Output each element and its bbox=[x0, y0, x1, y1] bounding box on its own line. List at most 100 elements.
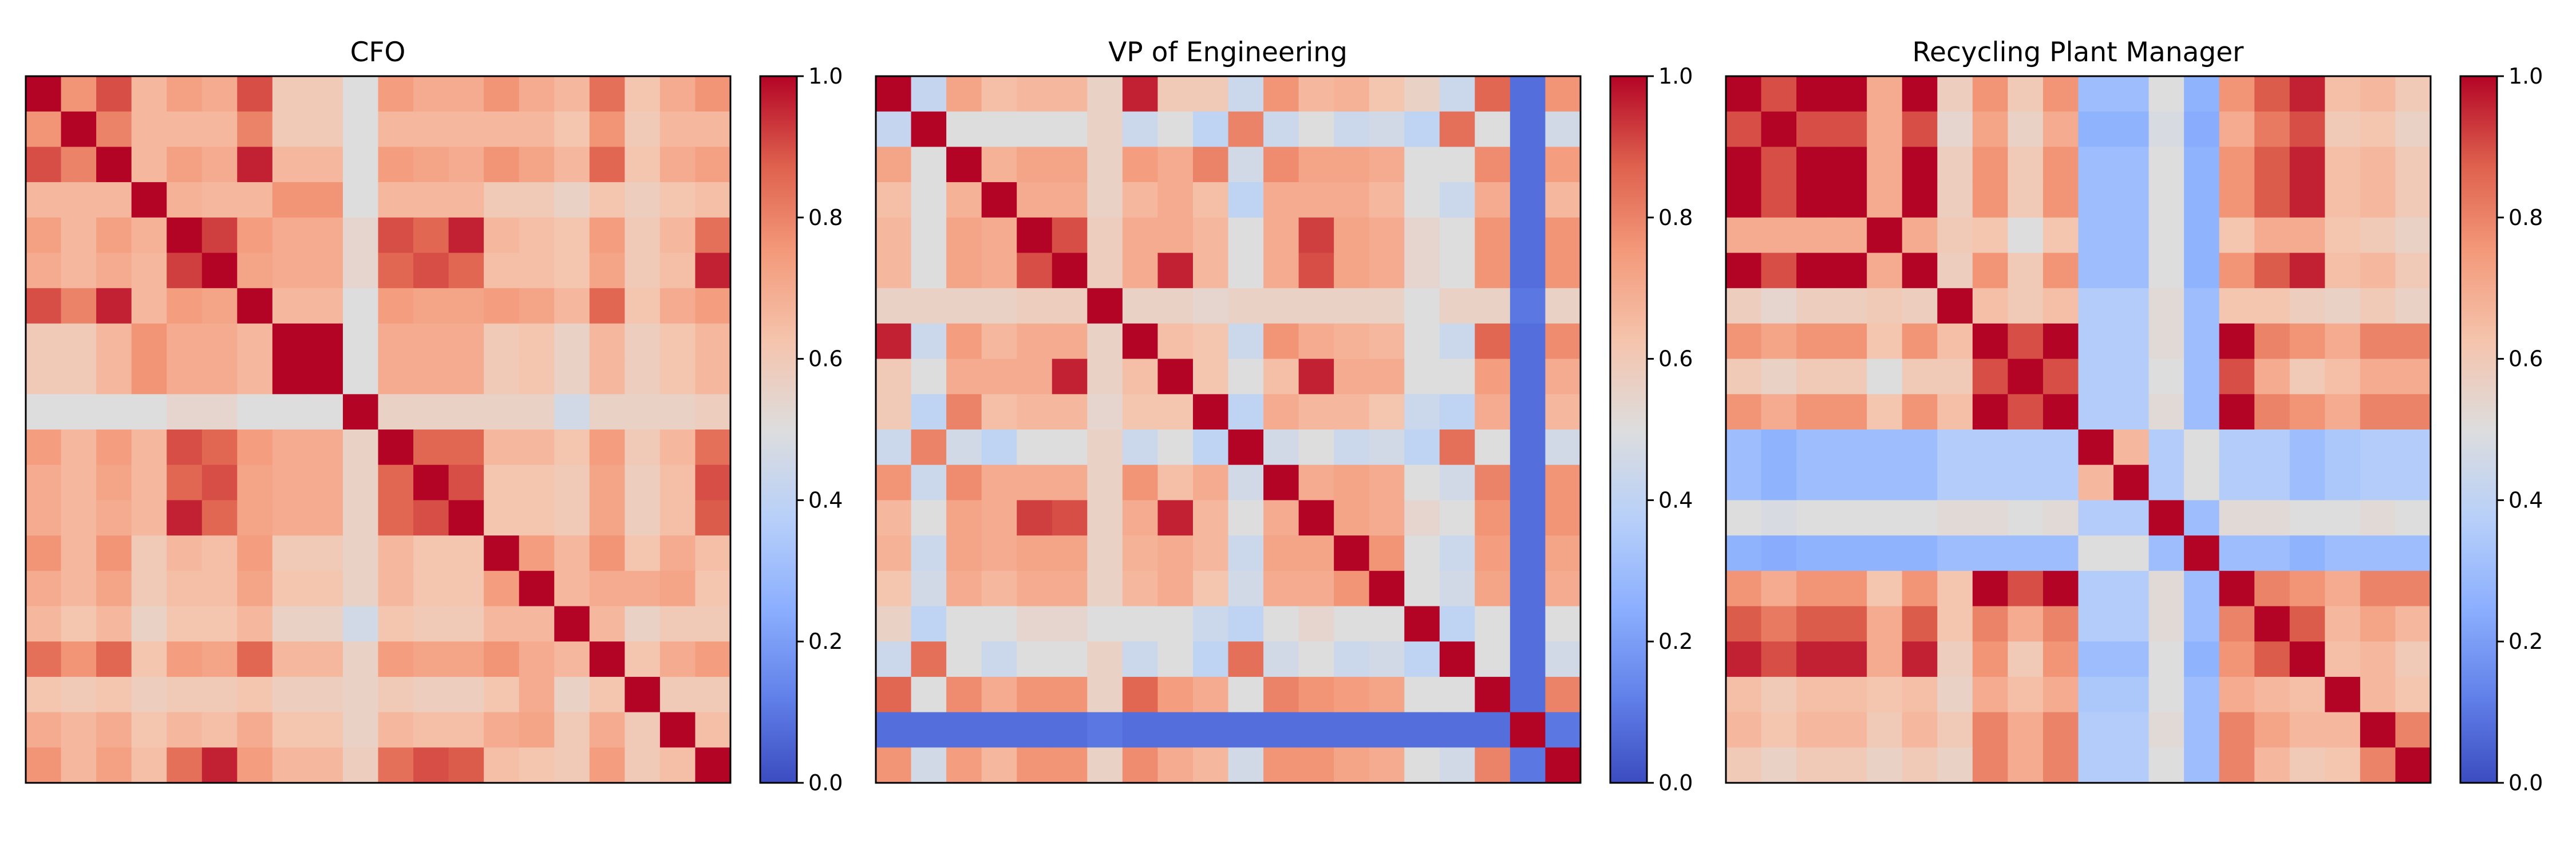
heatmap-cell bbox=[2395, 570, 2431, 607]
heatmap-cell bbox=[1052, 147, 1088, 183]
heatmap-cell bbox=[413, 641, 449, 677]
panel-cfo: CFO 0.0 0.2 0.4 0.6 0.8 1.0 bbox=[25, 37, 843, 795]
heatmap-cell bbox=[202, 217, 238, 254]
heatmap-cell bbox=[2078, 288, 2114, 324]
heatmap-cell bbox=[2254, 147, 2290, 183]
heatmap-cell bbox=[876, 288, 912, 324]
heatmap-cell bbox=[1937, 288, 1973, 324]
heatmap-cell bbox=[2289, 217, 2325, 254]
heatmap-cell bbox=[695, 76, 731, 112]
heatmap-cell bbox=[2042, 253, 2079, 289]
heatmap-cell bbox=[554, 676, 590, 713]
heatmap-cell bbox=[1122, 394, 1158, 430]
heatmap-cell bbox=[448, 111, 484, 147]
heatmap-cell bbox=[96, 606, 132, 642]
heatmap-cell bbox=[1334, 430, 1370, 466]
heatmap-cell bbox=[2360, 641, 2396, 677]
heatmap-cell bbox=[1475, 747, 1511, 783]
heatmap-cell bbox=[131, 358, 167, 395]
heatmap-cell bbox=[1972, 712, 2008, 748]
heatmap-cell bbox=[2113, 394, 2150, 430]
heatmap-cell bbox=[1726, 182, 1762, 218]
heatmap-cell bbox=[413, 253, 449, 289]
heatmap-cell bbox=[167, 323, 203, 360]
heatmap-cell bbox=[307, 430, 343, 466]
heatmap-cell bbox=[1937, 464, 1973, 501]
heatmap-cell bbox=[1545, 111, 1581, 147]
heatmap-cell bbox=[307, 111, 343, 147]
heatmap-cell bbox=[1902, 747, 1938, 783]
heatmap-cell bbox=[2184, 147, 2220, 183]
heatmap-cell bbox=[2219, 500, 2255, 536]
heatmap-cell bbox=[2042, 712, 2079, 748]
heatmap-cell bbox=[1087, 182, 1123, 218]
heatmap-cell bbox=[1475, 147, 1511, 183]
heatmap-cell bbox=[1902, 76, 1938, 112]
heatmap-cell bbox=[1831, 430, 1867, 466]
heatmap-cell bbox=[659, 747, 696, 783]
heatmap-cell bbox=[2008, 358, 2044, 395]
heatmap-cell bbox=[659, 712, 696, 748]
heatmap-cell bbox=[237, 217, 273, 254]
heatmap-cell bbox=[946, 253, 982, 289]
heatmap-cell bbox=[378, 253, 414, 289]
heatmap-cell bbox=[2219, 217, 2255, 254]
heatmap-cell bbox=[1157, 712, 1194, 748]
heatmap-cell bbox=[2148, 606, 2184, 642]
heatmap-cell bbox=[876, 253, 912, 289]
heatmap-cell bbox=[2113, 147, 2150, 183]
heatmap-cell bbox=[1157, 464, 1194, 501]
heatmap-cell bbox=[484, 111, 520, 147]
heatmap-cell bbox=[448, 606, 484, 642]
heatmap-cell bbox=[1017, 288, 1053, 324]
heatmap-cell bbox=[1263, 606, 1299, 642]
colorbar-tick-label: 0.6 bbox=[1658, 346, 1693, 372]
heatmap-cell bbox=[1867, 147, 1903, 183]
colorbar-tick-label: 0.4 bbox=[2508, 487, 2543, 513]
heatmap-cell bbox=[1017, 641, 1053, 677]
heatmap-cell bbox=[695, 430, 731, 466]
heatmap-cell bbox=[1545, 182, 1581, 218]
heatmap-cell bbox=[2113, 641, 2150, 677]
heatmap-cell bbox=[1545, 288, 1581, 324]
heatmap-cell bbox=[378, 535, 414, 572]
heatmap-cell bbox=[1475, 288, 1511, 324]
heatmap-cell bbox=[1439, 641, 1475, 677]
heatmap-cell bbox=[1475, 535, 1511, 572]
heatmap-cell bbox=[659, 535, 696, 572]
heatmap-cell bbox=[167, 217, 203, 254]
heatmap-cell bbox=[1263, 500, 1299, 536]
heatmap-cell bbox=[413, 111, 449, 147]
heatmap-cell bbox=[2219, 676, 2255, 713]
heatmap-cell bbox=[946, 676, 982, 713]
heatmap-cell bbox=[272, 641, 308, 677]
heatmap-cell bbox=[26, 500, 62, 536]
heatmap-cell bbox=[272, 182, 308, 218]
heatmap-cell bbox=[1334, 358, 1370, 395]
heatmap-cell bbox=[1439, 464, 1475, 501]
heatmap-cell bbox=[554, 606, 590, 642]
heatmap-cell bbox=[61, 464, 97, 501]
heatmap-cell bbox=[1902, 323, 1938, 360]
heatmap-cell bbox=[1796, 288, 1832, 324]
heatmap-cell bbox=[307, 288, 343, 324]
heatmap-cell bbox=[2184, 712, 2220, 748]
heatmap-cell bbox=[1192, 570, 1229, 607]
heatmap-cell bbox=[1972, 217, 2008, 254]
heatmap-cell bbox=[1475, 323, 1511, 360]
heatmap-cell bbox=[1087, 76, 1123, 112]
heatmap-cell bbox=[272, 111, 308, 147]
heatmap-cell bbox=[2325, 676, 2361, 713]
heatmap-cell bbox=[1334, 535, 1370, 572]
heatmap-cell bbox=[2254, 641, 2290, 677]
heatmap-cell bbox=[1831, 323, 1867, 360]
colorbar-tick-label: 0.0 bbox=[2508, 770, 2543, 795]
heatmap-cell bbox=[2325, 430, 2361, 466]
heatmap-cell bbox=[1334, 464, 1370, 501]
heatmap-cell bbox=[2395, 323, 2431, 360]
heatmap-cell bbox=[1404, 323, 1440, 360]
heatmap-cell bbox=[946, 464, 982, 501]
heatmap-cell bbox=[2184, 288, 2220, 324]
heatmap-cell bbox=[1404, 253, 1440, 289]
heatmap-cell bbox=[96, 712, 132, 748]
